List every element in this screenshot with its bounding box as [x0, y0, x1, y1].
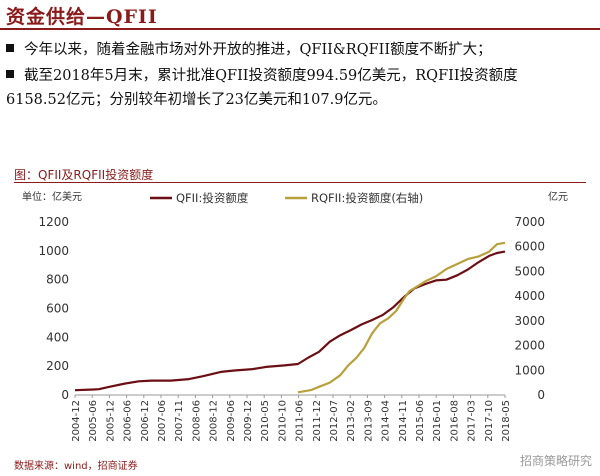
- bullet-1-text: 今年以来，随着金融市场对外开放的推进，QFII&RQFII额度不断扩大；: [24, 42, 492, 58]
- left-tick-label: 800: [46, 273, 69, 287]
- data-source: 数据来源：wind，招商证券: [14, 461, 138, 472]
- left-tick-label: 400: [46, 330, 69, 344]
- x-tick-label: 2005-12: [105, 400, 116, 442]
- x-tick-label: 2014-11: [398, 400, 409, 442]
- left-tick-label: 200: [46, 359, 69, 373]
- x-tick-label: 2016-01: [432, 400, 443, 442]
- x-tick-label: 2009-06: [226, 400, 237, 442]
- left-tick-label: 1000: [38, 244, 69, 258]
- left-tick-label: 0: [61, 388, 69, 402]
- x-tick-label: 2018-05: [501, 400, 512, 442]
- bullet-square-icon: [6, 44, 14, 52]
- bullet-2-continuation: 6158.52亿元；分别较年初增长了23亿美元和107.9亿元。: [6, 92, 387, 108]
- qfii-series-line: [74, 250, 506, 392]
- right-tick-label: 4000: [514, 289, 545, 303]
- x-tick-label: 2010-10: [277, 400, 288, 442]
- x-tick-label: 2016-08: [449, 400, 460, 442]
- x-tick-label: 2013-09: [363, 400, 374, 442]
- figure-divider: [14, 182, 586, 183]
- x-tick-label: 2006-12: [140, 400, 151, 442]
- watermark: 招商策略研究: [519, 454, 592, 468]
- slide-title: 资金供给—QFII: [6, 6, 158, 28]
- figure-title: 图：QFII及RQFII投资额度: [14, 168, 154, 182]
- bullet-2: 截至2018年5月末，累计批准QFII投资额度994.59亿美元，RQFII投资…: [6, 64, 591, 112]
- x-tick-label: 2012-07: [329, 400, 340, 442]
- x-tick-label: 2011-12: [312, 400, 323, 442]
- right-tick-label: 3000: [514, 314, 545, 328]
- bullet-2-text: 截至2018年5月末，累计批准QFII投资额度994.59亿美元，RQFII投资…: [24, 68, 518, 84]
- x-tick-label: 2017-03: [467, 400, 478, 442]
- bullet-square-icon: [6, 70, 14, 78]
- x-tick-label: 2010-05: [260, 400, 271, 442]
- right-tick-label: 5000: [514, 264, 545, 278]
- left-tick-label: 1200: [38, 215, 69, 229]
- x-tick-label: 2004-12: [71, 400, 82, 442]
- left-tick-label: 600: [46, 302, 69, 316]
- right-tick-label: 2000: [514, 339, 545, 353]
- x-tick-label: 2008-06: [191, 400, 202, 442]
- legend-label: QFII:投资额度: [176, 191, 249, 205]
- x-tick-label: 2015-06: [415, 400, 426, 442]
- right-tick-label: 1000: [514, 363, 545, 377]
- right-tick-label: 0: [537, 388, 545, 402]
- x-tick-label: 2014-04: [381, 400, 392, 442]
- bullet-1: 今年以来，随着金融市场对外开放的推进，QFII&RQFII额度不断扩大；: [6, 38, 492, 62]
- legend-label: RQFII:投资额度(右轴): [311, 191, 423, 205]
- x-tick-label: 2008-12: [209, 400, 220, 442]
- x-tick-label: 2011-06: [295, 400, 306, 442]
- right-tick-label: 7000: [514, 215, 545, 229]
- x-tick-label: 2013-02: [346, 400, 357, 442]
- x-tick-label: 2005-06: [88, 400, 99, 442]
- x-tick-label: 2017-10: [484, 400, 495, 442]
- x-tick-label: 2007-06: [157, 400, 168, 442]
- rqfii-series-line: [297, 241, 506, 394]
- title-divider: [0, 28, 600, 30]
- x-tick-label: 2009-12: [243, 400, 254, 442]
- right-axis-unit: 亿元: [548, 190, 568, 203]
- x-tick-label: 2006-06: [123, 400, 134, 442]
- x-tick-label: 2007-11: [174, 400, 185, 442]
- right-tick-label: 6000: [514, 240, 545, 254]
- left-axis-unit: 单位：亿美元: [22, 190, 82, 203]
